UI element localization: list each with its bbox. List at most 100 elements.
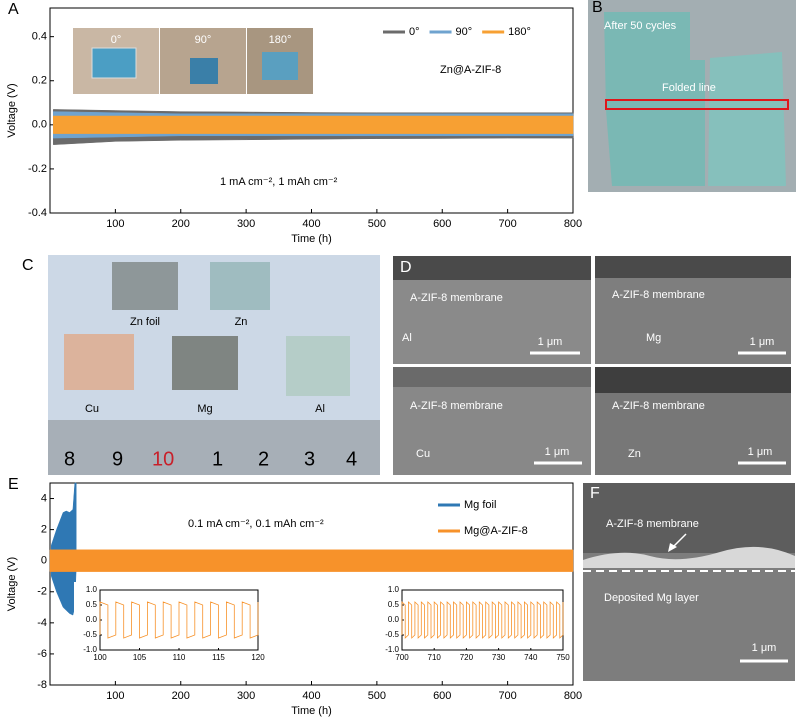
x-tick-label: 700 bbox=[498, 690, 516, 702]
legend-label: 90° bbox=[456, 26, 473, 38]
x-tick-label: 200 bbox=[172, 690, 190, 702]
y-tick-label: 0.5 bbox=[86, 600, 98, 609]
photo-label: Zn foil bbox=[130, 316, 160, 328]
panel-letter: E bbox=[8, 476, 19, 493]
photo-label: A-ZIF-8 membrane bbox=[612, 289, 705, 301]
x-tick-label: 700 bbox=[395, 653, 409, 662]
voltage-line bbox=[401, 601, 564, 639]
photo-label: Mg bbox=[646, 332, 661, 344]
x-tick-label: 500 bbox=[368, 218, 386, 230]
annotation: Zn@A-ZIF-8 bbox=[440, 64, 501, 76]
y-tick-label: 2 bbox=[41, 524, 47, 536]
y-tick-label: 0.0 bbox=[86, 615, 98, 624]
photo-label: After 50 cycles bbox=[604, 20, 677, 32]
legend-label: Mg@A-ZIF-8 bbox=[464, 525, 528, 537]
y-tick-label: 0.2 bbox=[32, 75, 47, 87]
photo-label: Cu bbox=[416, 448, 430, 460]
x-tick-label: 720 bbox=[460, 653, 474, 662]
photo-label: A-ZIF-8 membrane bbox=[606, 518, 699, 530]
scale-label: 1 μm bbox=[748, 446, 773, 458]
x-tick-label: 600 bbox=[433, 218, 451, 230]
x-tick-label: 300 bbox=[237, 690, 255, 702]
foil bbox=[286, 336, 350, 396]
y-tick-label: -2 bbox=[37, 586, 47, 598]
y-tick-label: 0 bbox=[41, 555, 47, 567]
y-tick-label: -4 bbox=[37, 617, 47, 629]
y-tick-label: -1.0 bbox=[83, 645, 97, 654]
photo-cell bbox=[91, 47, 137, 79]
y-tick-label: 0.4 bbox=[32, 31, 47, 43]
photo-label: A-ZIF-8 membrane bbox=[612, 400, 705, 412]
photo-label: A-ZIF-8 membrane bbox=[410, 400, 503, 412]
foil bbox=[112, 262, 178, 310]
photo-label: Al bbox=[402, 332, 412, 344]
sem-bg bbox=[393, 256, 591, 280]
membrane bbox=[583, 546, 795, 568]
panel-d: D A-ZIF-8 membrane Al 1 μm A-ZIF-8 membr… bbox=[393, 256, 791, 475]
photo-label: 180° bbox=[269, 34, 292, 46]
axes: 100 200 300 400 500 600 700 800 -0.4 -0.2 0.0 0.2 0.… bbox=[6, 7, 582, 245]
x-tick-label: 710 bbox=[428, 653, 442, 662]
foil bbox=[708, 52, 786, 186]
sem-bg bbox=[595, 367, 791, 393]
y-tick-label: 0.5 bbox=[388, 600, 400, 609]
x-tick-label: 500 bbox=[368, 690, 386, 702]
y-tick-label: -1.0 bbox=[385, 645, 399, 654]
legend-label: Mg foil bbox=[464, 499, 496, 511]
annotation: 0.1 mA cm⁻², 0.1 mAh cm⁻² bbox=[188, 518, 324, 530]
photo-label: 90° bbox=[195, 34, 212, 46]
ruler-label: 4 bbox=[346, 448, 357, 470]
scale-label: 1 μm bbox=[752, 642, 777, 654]
inset-photos: 0° 90° 180° bbox=[73, 28, 313, 94]
legend-label: 0° bbox=[409, 26, 420, 38]
panel-letter: C bbox=[22, 257, 34, 274]
legend-label: 180° bbox=[508, 26, 531, 38]
x-axis-title: Time (h) bbox=[291, 705, 332, 717]
foil bbox=[64, 334, 134, 390]
photo-label: Folded line bbox=[662, 82, 716, 94]
x-tick-label: 110 bbox=[173, 653, 186, 662]
photo-label: Zn bbox=[628, 448, 641, 460]
ruler-label: 3 bbox=[304, 448, 315, 470]
photo-label: Al bbox=[315, 403, 325, 415]
y-tick-label: 4 bbox=[41, 492, 47, 504]
y-tick-label: -0.4 bbox=[28, 207, 47, 219]
photo-label: A-ZIF-8 membrane bbox=[410, 292, 503, 304]
ruler-label: 9 bbox=[112, 448, 123, 470]
scale-label: 1 μm bbox=[538, 336, 563, 348]
x-tick-label: 800 bbox=[564, 690, 582, 702]
photo-cell bbox=[190, 58, 218, 84]
voltage-band bbox=[53, 115, 574, 134]
photo-label: 0° bbox=[111, 34, 122, 46]
x-tick-label: 100 bbox=[106, 690, 124, 702]
y-tick-label: -0.5 bbox=[385, 630, 399, 639]
y-axis-title: Voltage (V) bbox=[6, 557, 18, 611]
panel-c: Zn foil Zn Cu Mg Al 8 9 10 1 2 3 4 C bbox=[22, 255, 380, 475]
x-axis-title: Time (h) bbox=[291, 233, 332, 245]
x-tick-label: 800 bbox=[564, 218, 582, 230]
foil bbox=[172, 336, 238, 390]
axes: 100 105 110 115 120 -1.0 -0.5 0.0 0.5 1.0 bbox=[74, 582, 266, 668]
x-tick-label: 740 bbox=[524, 653, 538, 662]
x-tick-label: 700 bbox=[498, 218, 516, 230]
x-tick-label: 600 bbox=[433, 690, 451, 702]
y-tick-label: 0.0 bbox=[32, 119, 47, 131]
x-tick-label: 120 bbox=[251, 653, 265, 662]
photo-label: Zn bbox=[235, 316, 248, 328]
y-tick-label: -0.2 bbox=[28, 163, 47, 175]
ruler-label: 1 bbox=[212, 448, 223, 470]
panel-b: B After 50 cycles Folded line bbox=[588, 0, 796, 192]
scale-label: 1 μm bbox=[750, 336, 775, 348]
voltage-band bbox=[49, 549, 574, 572]
x-tick-label: 750 bbox=[556, 653, 570, 662]
sem-bg bbox=[583, 483, 795, 553]
y-tick-label: -0.5 bbox=[83, 630, 97, 639]
ruler bbox=[48, 420, 380, 475]
panel-letter: F bbox=[590, 485, 600, 502]
ruler-label: 10 bbox=[152, 448, 174, 470]
x-tick-label: 400 bbox=[302, 218, 320, 230]
sem-bg bbox=[393, 367, 591, 387]
y-tick-label: -8 bbox=[37, 679, 47, 691]
voltage-line bbox=[99, 601, 259, 639]
x-tick-label: 400 bbox=[302, 690, 320, 702]
